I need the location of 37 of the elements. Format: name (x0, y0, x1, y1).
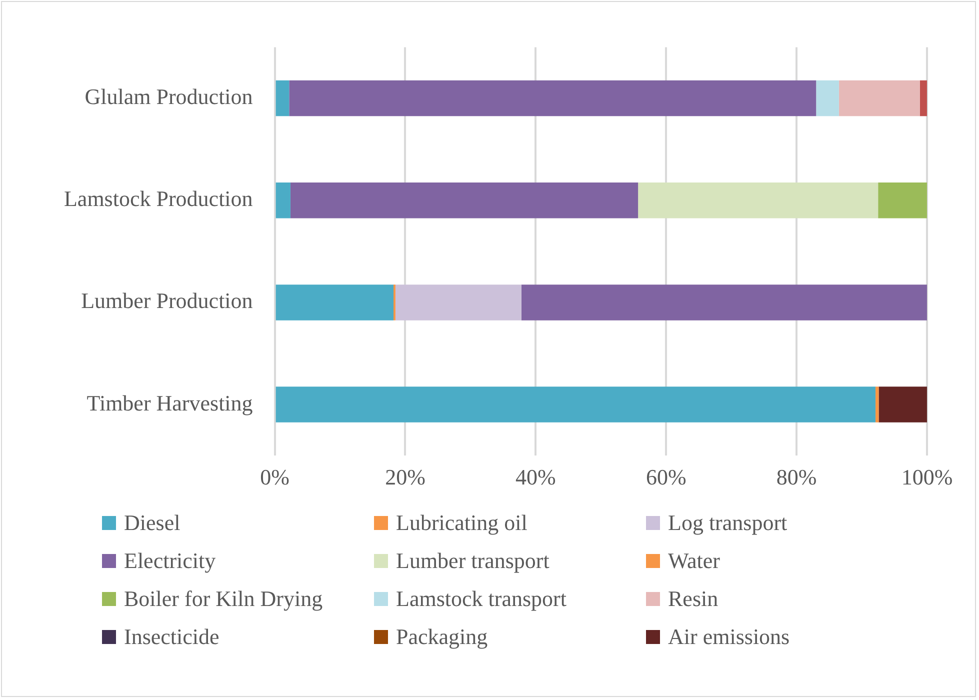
y-tick-label: Lamstock Production (64, 186, 253, 212)
bar (290, 182, 638, 218)
x-tick-label: 80% (776, 464, 817, 490)
x-tick-label: 100% (901, 464, 953, 490)
legend-label: Resin (668, 586, 718, 612)
legend-label: Air emissions (668, 624, 790, 650)
bar (521, 284, 927, 320)
bar (875, 386, 879, 422)
bar (276, 80, 290, 116)
legend-label: Lubricating oil (396, 510, 528, 536)
legend-label: Insecticide (124, 624, 220, 650)
legend-label: Log transport (668, 510, 788, 536)
bar (838, 80, 920, 116)
x-tick-label: 0% (260, 464, 290, 490)
bar (878, 182, 927, 218)
x-tick-label: 20% (385, 464, 426, 490)
bar (276, 182, 290, 218)
legend-label: Lumber transport (396, 548, 550, 574)
bar (816, 80, 839, 116)
x-tick-label: 40% (516, 464, 556, 490)
bar (920, 80, 927, 116)
bar (878, 386, 927, 422)
legend-label: Boiler for Kiln Drying (124, 586, 323, 612)
legend-label: Water (668, 548, 720, 574)
legend-label: Diesel (124, 510, 180, 536)
x-tick-label: 60% (646, 464, 686, 490)
legend-label: Lamstock transport (396, 586, 566, 612)
bar (638, 182, 878, 218)
y-tick-label: Lumber Production (81, 288, 253, 314)
legend-label: Packaging (396, 624, 488, 650)
bar (276, 386, 876, 422)
legend-label: Electricity (124, 548, 216, 574)
y-tick-label: Timber Harvesting (86, 390, 253, 416)
bar (289, 80, 816, 116)
y-tick-label: Glulam Production (84, 84, 253, 110)
bar (395, 284, 522, 320)
bar (276, 284, 394, 320)
